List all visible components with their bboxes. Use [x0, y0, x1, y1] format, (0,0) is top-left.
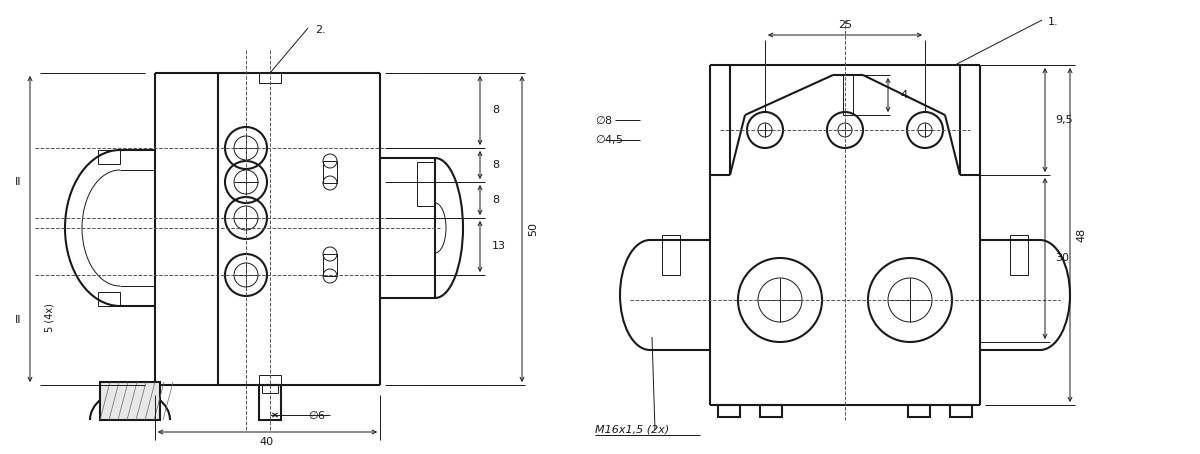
- Bar: [718, 405, 740, 417]
- Text: 4: 4: [900, 90, 907, 100]
- Text: 9,5: 9,5: [1055, 115, 1073, 125]
- Bar: [98, 292, 120, 306]
- Text: 8: 8: [492, 160, 499, 170]
- Text: 25: 25: [838, 20, 852, 30]
- Text: 50: 50: [528, 222, 538, 236]
- Bar: [259, 385, 281, 420]
- Bar: [908, 405, 930, 417]
- Text: 48: 48: [1076, 228, 1086, 242]
- Text: 13: 13: [492, 241, 506, 251]
- Bar: [950, 405, 972, 417]
- Text: 2.: 2.: [314, 25, 325, 35]
- Text: 8: 8: [492, 195, 499, 205]
- Bar: [1010, 235, 1028, 275]
- Text: $\varnothing$6: $\varnothing$6: [308, 409, 326, 421]
- Bar: [760, 405, 782, 417]
- Bar: [259, 73, 281, 83]
- Text: 8: 8: [492, 105, 499, 115]
- Bar: [662, 235, 680, 275]
- Bar: [100, 382, 160, 420]
- Bar: [323, 254, 337, 276]
- Text: $\varnothing$4,5: $\varnothing$4,5: [595, 133, 623, 147]
- Bar: [418, 162, 436, 206]
- Text: M16x1,5 (2x): M16x1,5 (2x): [595, 425, 670, 435]
- Text: 5 (4x): 5 (4x): [46, 304, 55, 332]
- Text: 40: 40: [260, 437, 274, 447]
- Text: II: II: [14, 315, 22, 325]
- Text: 1.: 1.: [1048, 17, 1058, 27]
- Bar: [98, 150, 120, 164]
- Bar: [323, 161, 337, 183]
- Text: II: II: [14, 177, 22, 187]
- Bar: [259, 375, 281, 385]
- Text: $\varnothing$8: $\varnothing$8: [595, 114, 613, 126]
- Text: 30: 30: [1055, 253, 1069, 263]
